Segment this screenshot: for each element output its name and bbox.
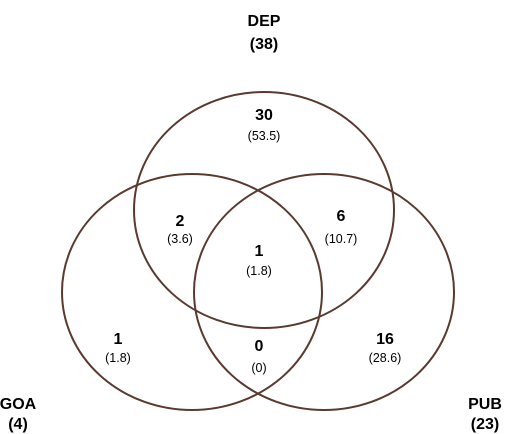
label-pub-total: (23)	[471, 416, 499, 433]
region-pub-only-pct: (28.6)	[369, 351, 402, 365]
region-goa-only-count: 1	[114, 331, 123, 348]
label-dep-total: (38)	[250, 36, 278, 53]
region-goa-pub-pct: (0)	[251, 361, 266, 375]
region-pub-only-count: 16	[376, 331, 394, 348]
region-goa-only-pct: (1.8)	[105, 351, 131, 365]
region-dep-pub-count: 6	[337, 208, 346, 225]
region-dep-pub-pct: (10.7)	[325, 232, 358, 246]
region-all-three-count: 1	[255, 243, 264, 260]
label-pub-name: PUB	[468, 396, 502, 413]
label-goa-name: GOA	[0, 396, 37, 413]
circle-goa	[61, 173, 323, 411]
region-dep-goa-count: 2	[176, 213, 185, 230]
region-goa-pub-count: 0	[255, 338, 264, 355]
circle-pub	[193, 173, 455, 411]
region-dep-only-pct: (53.5)	[248, 129, 281, 143]
region-dep-only-count: 30	[255, 107, 273, 124]
region-all-three-pct: (1.8)	[246, 264, 272, 278]
label-dep-name: DEP	[248, 13, 281, 30]
circle-dep	[133, 91, 395, 329]
region-dep-goa-pct: (3.6)	[167, 232, 193, 246]
label-goa-total: (4)	[8, 416, 28, 433]
